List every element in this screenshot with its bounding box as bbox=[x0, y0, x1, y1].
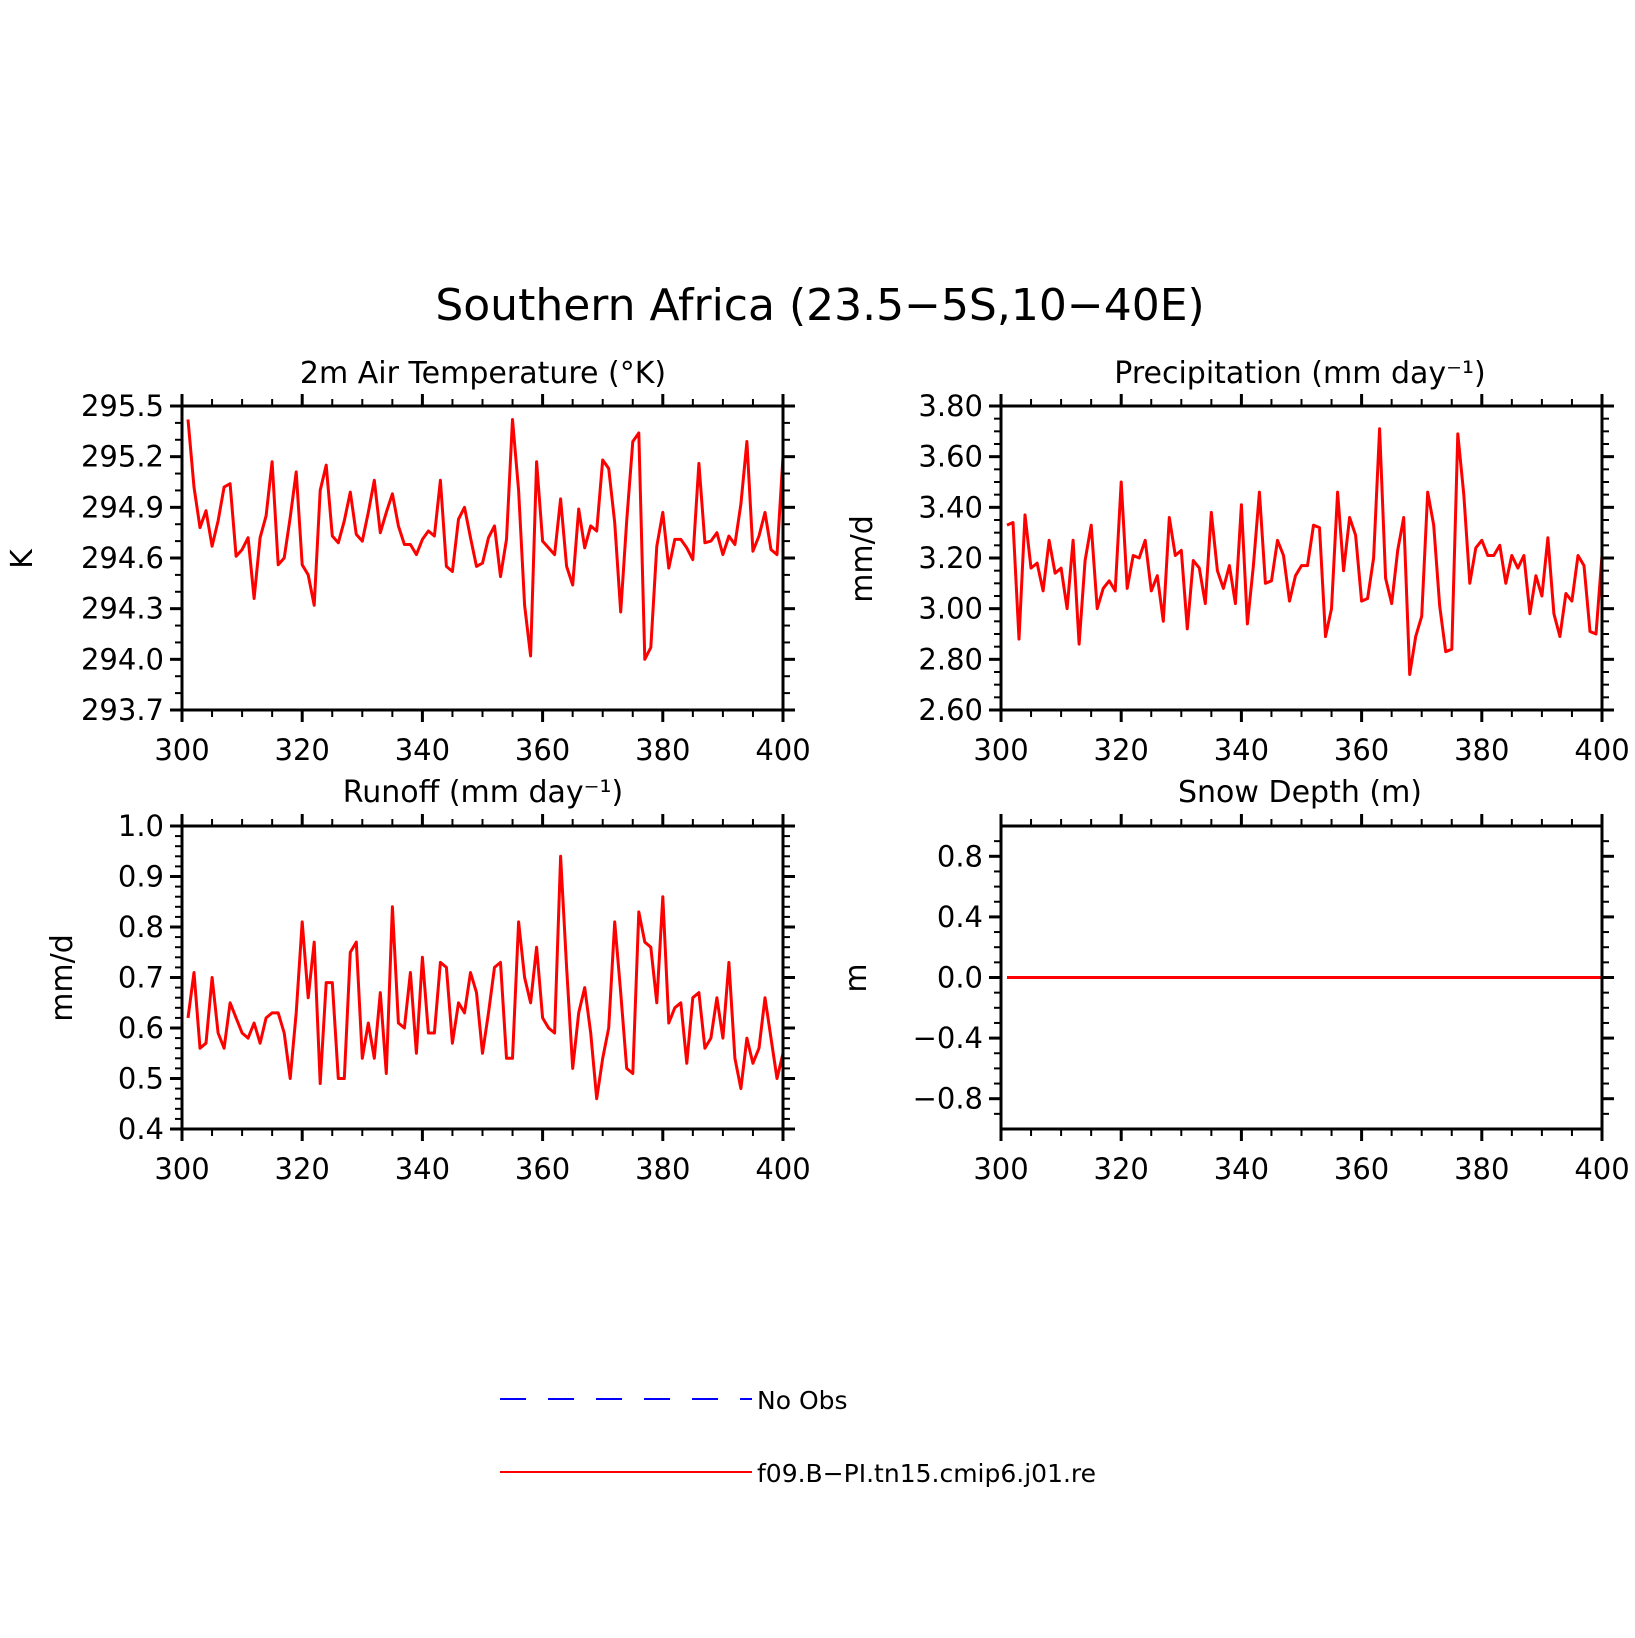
y-tick-label: 0.8 bbox=[937, 839, 983, 873]
x-tick-label: 340 bbox=[1214, 1152, 1269, 1186]
y-tick-label: 294.9 bbox=[81, 490, 164, 524]
x-tick-label: 360 bbox=[515, 733, 570, 767]
panel-title: Precipitation (mm day⁻¹) bbox=[1114, 356, 1485, 391]
panel-precipitation: Precipitation (mm day⁻¹) mm/d 300 320 340 3… bbox=[845, 356, 1630, 767]
y-tick-label: 0.4 bbox=[118, 1112, 164, 1146]
y-tick-label: 0.0 bbox=[937, 961, 983, 995]
y-axis-label: K bbox=[5, 548, 40, 569]
y-tick-label: 3.40 bbox=[918, 490, 983, 524]
x-tick-label: 380 bbox=[1454, 1152, 1509, 1186]
x-tick-label: 340 bbox=[1214, 733, 1269, 767]
x-tick-label: 400 bbox=[1574, 733, 1629, 767]
y-tick-label: 2.80 bbox=[918, 642, 983, 676]
series-line bbox=[186, 418, 785, 661]
legend: No Obs f09.B−PI.tn15.cmip6.j01.re bbox=[500, 1386, 1096, 1488]
x-tick-label: 400 bbox=[755, 1152, 810, 1186]
y-tick-label: 0.4 bbox=[937, 900, 983, 934]
y-tick-label: 2.60 bbox=[918, 693, 983, 727]
x-tick-label: 360 bbox=[1334, 1152, 1389, 1186]
legend-label-model: f09.B−PI.tn15.cmip6.j01.re bbox=[757, 1459, 1096, 1488]
y-axis-label: mm/d bbox=[45, 934, 80, 1022]
x-tick-label: 320 bbox=[275, 733, 330, 767]
x-tick-label: 300 bbox=[973, 1152, 1028, 1186]
panel-title: Runoff (mm day⁻¹) bbox=[343, 775, 624, 810]
x-tick-label: 300 bbox=[154, 1152, 209, 1186]
y-tick-label: 294.6 bbox=[81, 541, 164, 575]
panel-snow-depth: Snow Depth (m) m 300 320 340 360 380 400 −0.8 −… bbox=[839, 775, 1630, 1186]
y-tick-label: 1.0 bbox=[118, 809, 164, 843]
x-tick-label: 360 bbox=[1334, 733, 1389, 767]
y-tick-label: 294.3 bbox=[81, 592, 164, 626]
x-tick-label: 400 bbox=[755, 733, 810, 767]
x-tick-label: 380 bbox=[1454, 733, 1509, 767]
x-tick-label: 340 bbox=[395, 733, 450, 767]
y-tick-label: 3.60 bbox=[918, 440, 983, 474]
y-tick-label: 3.00 bbox=[918, 592, 983, 626]
series-line bbox=[1006, 427, 1604, 676]
x-tick-label: 320 bbox=[1094, 733, 1149, 767]
y-axis-label: m bbox=[839, 963, 874, 992]
y-tick-label: 0.7 bbox=[118, 961, 164, 995]
series-line bbox=[186, 854, 785, 1101]
plot-frame bbox=[180, 824, 785, 1131]
y-axis-label: mm/d bbox=[845, 515, 880, 603]
x-tick-label: 380 bbox=[635, 1152, 690, 1186]
y-tick-label: 3.80 bbox=[918, 389, 983, 423]
y-tick-label: 3.20 bbox=[918, 541, 983, 575]
y-tick-label: 295.5 bbox=[81, 389, 164, 423]
legend-label-no-obs: No Obs bbox=[757, 1386, 848, 1415]
x-tick-label: 360 bbox=[515, 1152, 570, 1186]
panel-air-temperature: 2m Air Temperature (°K) K 300 320 340 360 38… bbox=[5, 356, 811, 767]
y-tick-label: 294.0 bbox=[81, 642, 164, 676]
y-tick-label: 0.5 bbox=[118, 1062, 164, 1096]
x-tick-label: 300 bbox=[154, 733, 209, 767]
y-tick-label: 295.2 bbox=[81, 440, 164, 474]
y-tick-label: −0.8 bbox=[913, 1082, 983, 1116]
figure-title: Southern Africa (23.5−5S,10−40E) bbox=[435, 280, 1204, 331]
y-tick-label: 293.7 bbox=[81, 693, 164, 727]
panel-title: 2m Air Temperature (°K) bbox=[300, 356, 666, 391]
panel-title: Snow Depth (m) bbox=[1178, 775, 1422, 810]
y-tick-label: 0.6 bbox=[118, 1011, 164, 1045]
x-tick-label: 320 bbox=[275, 1152, 330, 1186]
y-tick-label: −0.4 bbox=[913, 1021, 983, 1055]
x-tick-label: 400 bbox=[1574, 1152, 1629, 1186]
panel-runoff: Runoff (mm day⁻¹) mm/d 300 320 340 360 380 40… bbox=[45, 775, 811, 1186]
x-tick-label: 320 bbox=[1094, 1152, 1149, 1186]
x-tick-label: 340 bbox=[395, 1152, 450, 1186]
x-tick-label: 380 bbox=[635, 733, 690, 767]
y-tick-label: 0.8 bbox=[118, 910, 164, 944]
y-tick-label: 0.9 bbox=[118, 860, 164, 894]
x-tick-label: 300 bbox=[973, 733, 1028, 767]
